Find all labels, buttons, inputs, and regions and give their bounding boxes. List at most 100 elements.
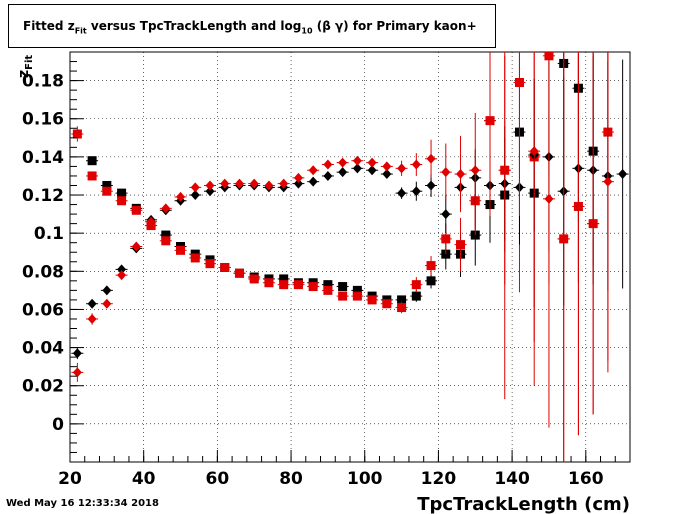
data-point-diamond: [190, 190, 200, 201]
grid-lines: [69, 52, 630, 462]
data-point-diamond: [87, 298, 97, 309]
data-point-diamond: [411, 159, 421, 170]
data-point-diamond: [618, 169, 628, 180]
data-point-diamond: [529, 146, 539, 157]
y-axis-label: zFit: [16, 55, 35, 78]
data-point-diamond: [205, 186, 215, 197]
data-point-diamond: [441, 209, 451, 220]
data-point-diamond: [382, 169, 392, 180]
data-point-square: [441, 234, 451, 244]
y-tick-label: 0.14: [22, 148, 64, 168]
y-axis-label-sub: Fit: [24, 55, 35, 70]
y-tick-label: 0.08: [22, 262, 64, 282]
data-point-square: [161, 236, 171, 246]
data-point-square: [176, 245, 186, 255]
data-point-square: [279, 274, 289, 284]
data-point-diamond: [87, 313, 97, 324]
data-point-diamond: [293, 178, 303, 189]
data-point-square: [205, 259, 215, 269]
data-point-square: [367, 295, 377, 305]
data-point-diamond: [573, 201, 583, 212]
data-point-square: [293, 280, 303, 290]
data-point-diamond: [338, 167, 348, 178]
data-point-diamond: [293, 172, 303, 183]
data-point-square: [87, 171, 97, 181]
data-point-square: [308, 282, 318, 292]
data-point-diamond: [367, 165, 377, 176]
date-stamp: Wed May 16 12:33:34 2018: [6, 498, 159, 509]
data-point-diamond: [426, 153, 436, 164]
data-point-square: [323, 285, 333, 295]
x-tick-label: 100: [347, 469, 383, 489]
data-point-diamond: [559, 233, 569, 244]
data-point-diamond: [382, 161, 392, 172]
title-part-b-sub: 10: [301, 26, 313, 36]
data-point-square: [352, 285, 362, 295]
title-part-a: Fitted z: [23, 19, 75, 33]
data-point-diamond: [161, 203, 171, 214]
data-point-square: [323, 280, 333, 290]
data-point-square: [279, 280, 289, 290]
data-point-diamond: [485, 115, 495, 126]
data-point-diamond: [220, 178, 230, 189]
data-point-square: [352, 291, 362, 301]
y-tick-label: 0.02: [22, 377, 64, 397]
data-point-diamond: [117, 270, 127, 281]
data-point-square: [456, 240, 466, 250]
x-tick-label: 160: [568, 469, 604, 489]
data-point-square: [131, 205, 141, 215]
data-point-diamond: [338, 157, 348, 168]
data-point-square: [190, 253, 200, 263]
data-point-diamond: [102, 298, 112, 309]
data-point-diamond: [470, 165, 480, 176]
data-point-square: [264, 278, 274, 288]
data-point-square: [544, 38, 553, 47]
data-point-diamond: [190, 182, 200, 193]
data-point-diamond: [117, 264, 127, 275]
y-tick-label: 0.1: [34, 224, 64, 244]
data-point-square: [603, 38, 612, 47]
data-point-square: [102, 180, 112, 190]
data-point-diamond: [308, 176, 318, 187]
x-axis-label: TpcTrackLength (cm): [417, 494, 630, 514]
x-tick-label: 120: [421, 469, 457, 489]
plot-frame: [69, 51, 631, 463]
data-point-diamond: [264, 180, 274, 191]
data-point-square: [161, 230, 171, 240]
data-point-diamond: [544, 193, 554, 204]
x-tick-label: 140: [494, 469, 530, 489]
data-point-diamond: [588, 218, 598, 229]
data-point-diamond: [352, 163, 362, 174]
y-tick-label: 0.12: [22, 186, 64, 206]
data-point-diamond: [205, 180, 215, 191]
data-point-square: [397, 295, 407, 305]
title-part-a-sub: Fit: [74, 26, 87, 36]
data-point-diamond: [397, 163, 407, 174]
data-point-square: [117, 188, 127, 198]
data-point-square: [102, 186, 112, 196]
x-tick-label: 80: [279, 469, 303, 489]
data-point-square: [338, 282, 348, 292]
data-point-diamond: [72, 367, 82, 378]
data-points: [71, 38, 629, 462]
data-point-square: [426, 261, 436, 271]
data-point-diamond: [397, 188, 407, 199]
data-point-diamond: [131, 241, 141, 252]
data-point-square: [382, 299, 392, 309]
data-point-diamond: [102, 285, 112, 296]
y-axis-label-main: z: [16, 70, 32, 78]
data-point-diamond: [249, 178, 259, 189]
data-point-square: [220, 262, 230, 272]
data-point-diamond: [603, 176, 613, 187]
data-point-diamond: [456, 169, 466, 180]
data-point-square: [249, 274, 259, 284]
data-point-square: [397, 303, 407, 313]
data-point-square: [234, 268, 244, 278]
data-point-diamond: [146, 216, 156, 227]
data-point-diamond: [514, 77, 524, 88]
y-tick-label: 0.16: [22, 110, 64, 130]
title-part-b: versus TpcTrackLength and log: [86, 19, 302, 33]
data-point-square: [411, 280, 421, 290]
x-tick-label: 20: [58, 469, 82, 489]
data-point-diamond: [72, 348, 82, 359]
